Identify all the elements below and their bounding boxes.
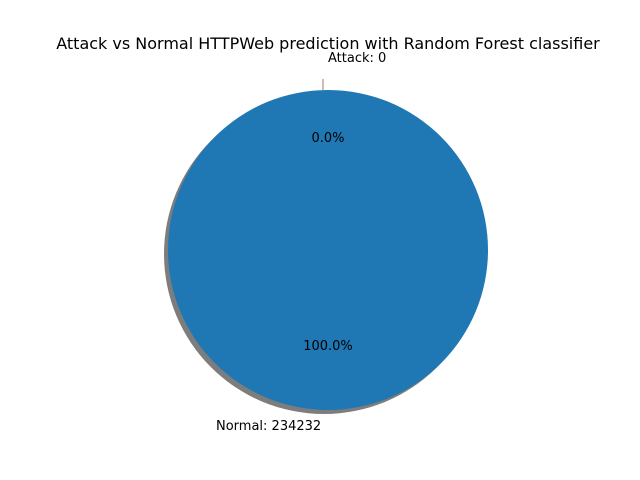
slice-label-attack: Attack: 0 (328, 51, 386, 66)
slice-label-normal: Normal: 234232 (216, 419, 321, 434)
slice-pct-normal: 100.0% (303, 339, 353, 354)
chart-title: Attack vs Normal HTTPWeb prediction with… (56, 34, 600, 53)
pie-slice-normal (168, 90, 488, 410)
slice-pct-attack: 0.0% (311, 131, 344, 146)
